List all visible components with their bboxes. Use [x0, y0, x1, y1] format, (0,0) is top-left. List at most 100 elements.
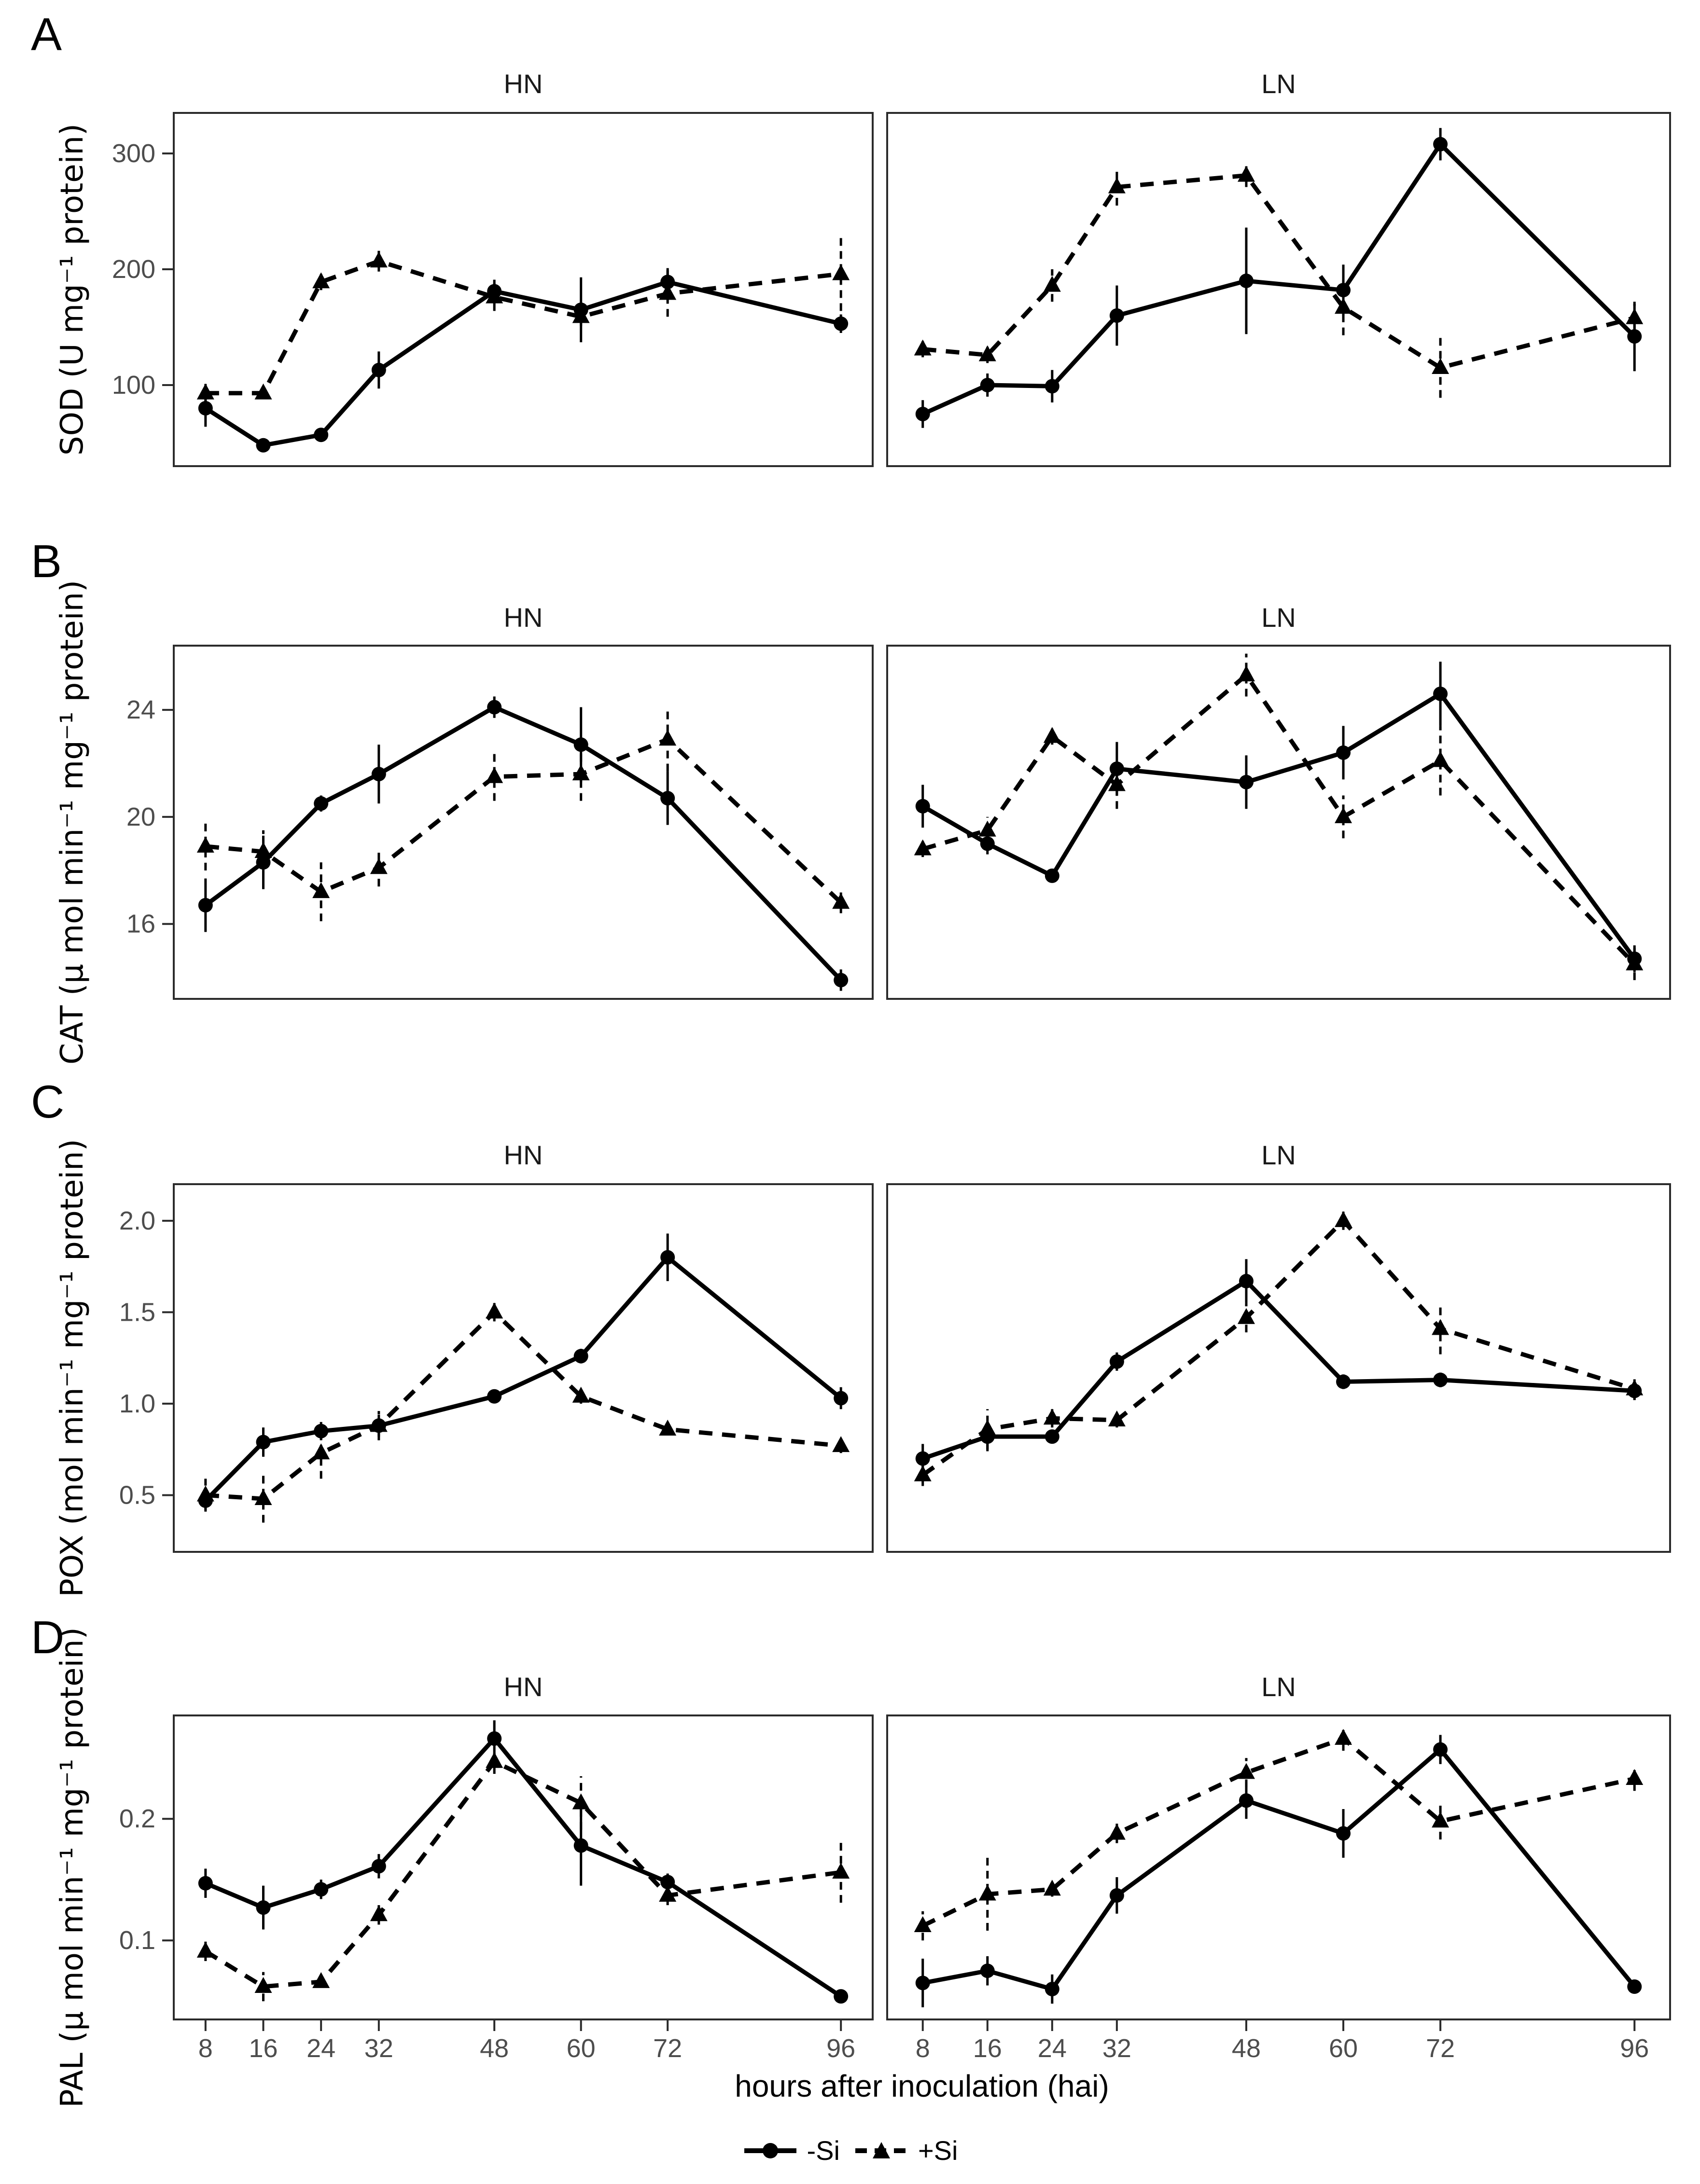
data-point-circle: [915, 1976, 930, 1990]
data-point-triangle: [832, 1436, 850, 1452]
data-point-triangle: [1237, 166, 1255, 182]
data-point-triangle: [1108, 775, 1126, 791]
data-point-circle: [1433, 686, 1448, 701]
x-tick-label: 96: [826, 2034, 855, 2063]
panel-border: [886, 112, 1671, 467]
y-axis-label-cat: CAT (µ mol min⁻¹ mg⁻¹ protein): [55, 580, 90, 1065]
panel-title-c-hn: HN: [503, 1140, 543, 1170]
data-point-triangle: [254, 842, 272, 858]
legend-item-minus-si: -Si: [742, 2135, 840, 2166]
data-point-circle: [314, 796, 329, 811]
y-tick-label: 20: [126, 802, 155, 831]
data-point-triangle: [659, 1885, 677, 1902]
x-tick-label: 32: [1102, 2034, 1131, 2063]
legend-item-plus-si: +Si: [853, 2135, 958, 2166]
data-point-triangle: [1237, 1308, 1255, 1324]
x-tick-label: 72: [1426, 2034, 1455, 2063]
data-point-triangle: [1335, 807, 1352, 823]
data-point-triangle: [196, 383, 214, 400]
panel-letter-d: D: [31, 1612, 65, 1663]
y-axis-label-sod: SOD (U mg⁻¹ protein): [55, 124, 90, 456]
data-point-triangle: [1043, 1409, 1061, 1425]
data-point-circle: [1433, 1372, 1448, 1387]
y-tick-label: 0.2: [119, 1804, 155, 1833]
data-point-circle: [487, 1389, 502, 1404]
data-point-triangle: [572, 307, 590, 323]
panel-title-d-hn: HN: [503, 1672, 543, 1702]
x-tick-label: 72: [653, 2034, 682, 2063]
data-point-circle: [1433, 1742, 1448, 1757]
data-point-circle: [980, 1963, 995, 1978]
y-tick-label: 300: [112, 139, 155, 168]
data-point-circle: [487, 1731, 502, 1746]
data-point-circle: [371, 1859, 386, 1874]
panel-D-HN: 0.1 0.2 8 16 24 32 48 60 72 96: [119, 1714, 874, 2063]
y-tick-label: 1.5: [119, 1298, 155, 1327]
data-point-triangle: [659, 284, 677, 300]
x-tick-label: 16: [973, 2034, 1002, 2063]
panel-B-HN: 16 20 24: [126, 645, 874, 1000]
data-point-circle: [573, 1838, 588, 1853]
y-axis-label-pox: POX (mol min⁻¹ mg⁻¹ protein): [55, 1139, 90, 1597]
legend: -Si +Si: [0, 2135, 1700, 2166]
x-tick-label: 16: [249, 2034, 278, 2063]
data-point-circle: [1045, 1982, 1059, 1996]
data-point-triangle: [312, 882, 330, 898]
data-point-triangle: [486, 767, 503, 783]
data-point-triangle: [832, 893, 850, 909]
panel-border: [886, 1183, 1671, 1553]
legend-minus-si-label: -Si: [807, 2135, 840, 2166]
data-point-triangle: [196, 1485, 214, 1502]
panel-title-b-hn: HN: [503, 602, 543, 633]
data-point-triangle: [978, 820, 996, 837]
data-point-circle: [660, 275, 675, 290]
data-point-triangle: [572, 1793, 590, 1810]
data-point-circle: [1109, 308, 1124, 323]
data-point-circle: [198, 898, 213, 912]
data-point-circle: [314, 1882, 329, 1897]
data-point-circle: [980, 378, 995, 392]
data-point-triangle: [914, 1916, 932, 1932]
data-point-circle: [915, 407, 930, 421]
data-point-triangle: [832, 1863, 850, 1879]
panel-C-LN: [886, 1183, 1671, 1553]
series-line-minus-si: [204, 705, 843, 982]
data-point-triangle: [572, 1386, 590, 1403]
data-point-triangle: [196, 1941, 214, 1958]
panel-A-HN: 100 200 300: [112, 112, 874, 467]
data-point-circle: [314, 428, 329, 442]
data-point-circle: [1336, 745, 1351, 760]
data-point-circle: [198, 1876, 213, 1891]
series-line-plus-si: [204, 1759, 841, 1989]
data-point-triangle: [1108, 1410, 1126, 1427]
x-tick-label: 8: [198, 2034, 213, 2063]
data-point-circle: [371, 362, 386, 377]
x-tick-label: 24: [1038, 2034, 1067, 2063]
y-tick-label: 1.0: [119, 1389, 155, 1418]
series-line-minus-si: [204, 1254, 843, 1503]
data-point-triangle: [1043, 727, 1061, 743]
legend-plus-si-marker: [855, 2142, 907, 2158]
series-line-minus-si: [921, 691, 1636, 960]
data-point-triangle: [312, 272, 330, 289]
data-point-triangle: [254, 1489, 272, 1506]
data-point-triangle: [370, 858, 388, 874]
data-point-triangle: [978, 1420, 996, 1436]
series-line-minus-si: [921, 140, 1636, 416]
panel-title-a-hn: HN: [503, 69, 543, 99]
data-point-triangle: [196, 836, 214, 853]
panel-title-a-ln: LN: [1261, 69, 1296, 99]
x-axis-label: hours after inoculation (hai): [735, 2069, 1109, 2103]
x-tick-label: 48: [1232, 2034, 1261, 2063]
y-tick-label: 24: [126, 695, 155, 724]
data-point-triangle: [832, 264, 850, 280]
y-tick-label: 200: [112, 255, 155, 284]
data-point-circle: [1336, 283, 1351, 298]
series-line-minus-si: [204, 279, 842, 448]
data-point-triangle: [659, 730, 677, 746]
data-point-triangle: [486, 1302, 503, 1319]
data-point-triangle: [1626, 954, 1644, 970]
data-point-circle: [834, 1989, 849, 2004]
data-point-triangle: [978, 345, 996, 361]
